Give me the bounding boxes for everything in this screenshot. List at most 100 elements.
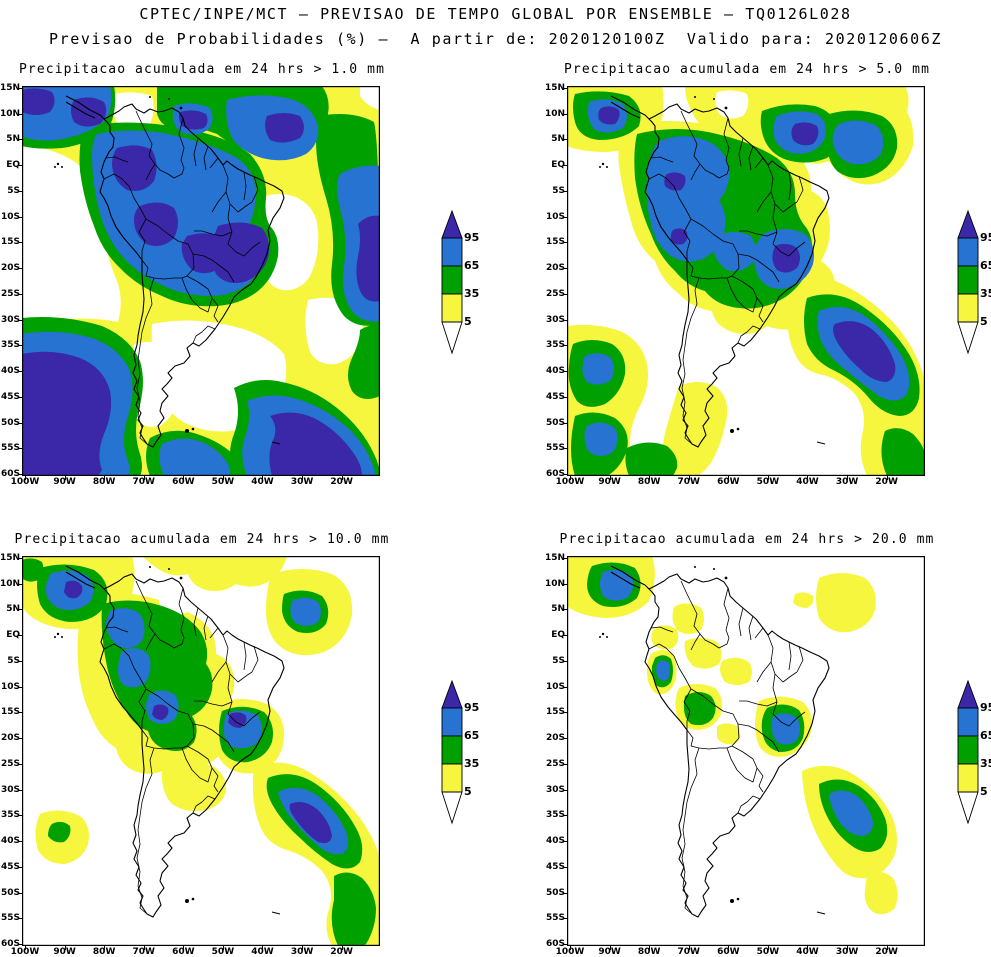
lat-tick-label: 60S xyxy=(0,938,20,949)
lat-tick-label: 5N xyxy=(551,134,565,145)
lat-tick-label: 15S xyxy=(545,707,565,718)
panel-title: Precipitacao acumulada em 24 hrs > 10.0 … xyxy=(14,532,390,547)
axis-tick xyxy=(262,476,264,480)
legend-label: 5 xyxy=(464,315,472,328)
page-title: CPTEC/INPE/MCT – PREVISAO DE TEMPO GLOBA… xyxy=(139,5,852,23)
lat-tick-label: 15N xyxy=(545,83,566,93)
lat-tick-label: 10N xyxy=(545,578,566,589)
lat-tick-label: 5S xyxy=(7,185,20,196)
axis-tick xyxy=(570,946,571,950)
lon-tick-label: 60W xyxy=(717,947,740,957)
axis-tick xyxy=(143,946,145,950)
lat-tick-label: 10S xyxy=(0,681,20,692)
legend-label: 5 xyxy=(980,315,988,328)
lon-tick-label: 70W xyxy=(132,477,155,487)
lon-tick-label: 100W xyxy=(555,477,585,487)
axis-tick xyxy=(609,946,611,950)
lon-tick-label: 20W xyxy=(875,477,898,487)
lon-tick-label: 70W xyxy=(677,477,700,487)
lat-tick-label: 55S xyxy=(545,913,565,924)
axis-tick xyxy=(222,946,224,950)
axis-tick xyxy=(64,946,66,950)
axis-tick xyxy=(767,476,769,480)
probability-colorbar: 95 65 35 5 xyxy=(432,210,492,356)
lat-tick-label: 10N xyxy=(0,578,21,589)
lat-tick-label: 15N xyxy=(0,553,21,563)
lat-tick-label: 20S xyxy=(545,733,565,744)
axis-tick xyxy=(649,946,651,950)
axis-tick xyxy=(688,476,690,480)
map-precip-5mm xyxy=(567,86,925,476)
lat-tick-label: 40S xyxy=(545,836,565,847)
axis-tick xyxy=(807,946,809,950)
axis-tick xyxy=(728,946,730,950)
legend-label: 65 xyxy=(464,259,480,272)
lat-tick-label: 50S xyxy=(0,417,20,428)
lat-tick-label: EQ xyxy=(6,160,20,171)
lon-tick-label: 80W xyxy=(637,477,661,487)
lat-tick-label: 5N xyxy=(6,604,20,615)
lon-tick-label: 60W xyxy=(172,947,195,957)
legend-label: 95 xyxy=(980,231,991,244)
axis-tick xyxy=(104,476,106,480)
lon-tick-label: 30W xyxy=(835,477,859,487)
axis-tick xyxy=(302,946,304,950)
lon-tick-label: 20W xyxy=(875,947,898,957)
lat-tick-label: 5S xyxy=(552,185,565,196)
axis-tick xyxy=(302,476,304,480)
lat-tick-label: 5N xyxy=(551,604,565,615)
legend-label: 95 xyxy=(980,701,991,714)
axis-tick xyxy=(728,476,730,480)
lat-tick-label: 5N xyxy=(6,134,20,145)
lat-tick-label: EQ xyxy=(6,630,20,641)
lat-tick-label: 35S xyxy=(545,340,565,351)
lon-tick-label: 30W xyxy=(290,477,314,487)
legend-label: 95 xyxy=(464,231,480,244)
lon-tick-label: 40W xyxy=(251,947,274,957)
lat-tick-label: 20S xyxy=(0,733,20,744)
lat-tick-label: 10S xyxy=(545,681,565,692)
legend-label: 35 xyxy=(464,287,480,300)
lat-tick-label: 30S xyxy=(0,314,20,325)
lat-tick-label: 5S xyxy=(7,655,20,666)
lon-tick-label: 100W xyxy=(10,947,40,957)
lon-tick-label: 80W xyxy=(92,947,116,957)
panel-precip-20mm: Precipitacao acumulada em 24 hrs > 20.0 … xyxy=(545,532,991,957)
lat-tick-label: 25S xyxy=(545,288,565,299)
page-subtitle: Previsao de Probabilidades (%) – A parti… xyxy=(49,30,942,48)
axis-tick xyxy=(847,476,849,480)
lon-tick-label: 100W xyxy=(555,947,585,957)
lon-tick-label: 20W xyxy=(330,477,353,487)
map-precip-1mm xyxy=(22,86,380,476)
lat-tick-label: 15N xyxy=(0,83,21,93)
legend-label: 65 xyxy=(980,729,991,742)
map-precip-20mm xyxy=(567,556,925,946)
lat-tick-label: 45S xyxy=(0,391,20,402)
lon-tick-label: 80W xyxy=(637,947,661,957)
panel-precip-5mm: Precipitacao acumulada em 24 hrs > 5.0 m… xyxy=(545,62,991,532)
legend-label: 65 xyxy=(980,259,991,272)
lat-tick-label: 10S xyxy=(0,211,20,222)
map-precip-10mm xyxy=(22,556,380,946)
axis-tick xyxy=(222,476,224,480)
axis-tick xyxy=(886,476,888,480)
lat-tick-label: 55S xyxy=(0,443,20,454)
axis-tick xyxy=(688,946,690,950)
lon-tick-label: 20W xyxy=(330,947,353,957)
lon-tick-label: 40W xyxy=(251,477,274,487)
lat-tick-label: EQ xyxy=(551,160,565,171)
axis-tick xyxy=(104,946,106,950)
lat-tick-label: 25S xyxy=(0,288,20,299)
lat-tick-label: 10N xyxy=(545,108,566,119)
lon-tick-label: 90W xyxy=(598,477,621,487)
lon-tick-label: 90W xyxy=(53,477,76,487)
legend-label: 5 xyxy=(464,785,472,798)
lon-tick-label: 90W xyxy=(598,947,621,957)
lat-tick-label: 15S xyxy=(0,707,20,718)
lat-tick-label: 30S xyxy=(545,784,565,795)
lat-tick-label: 50S xyxy=(545,417,565,428)
lon-tick-label: 60W xyxy=(717,477,740,487)
axis-tick xyxy=(609,476,611,480)
lat-tick-label: 35S xyxy=(0,810,20,821)
legend-label: 95 xyxy=(464,701,480,714)
